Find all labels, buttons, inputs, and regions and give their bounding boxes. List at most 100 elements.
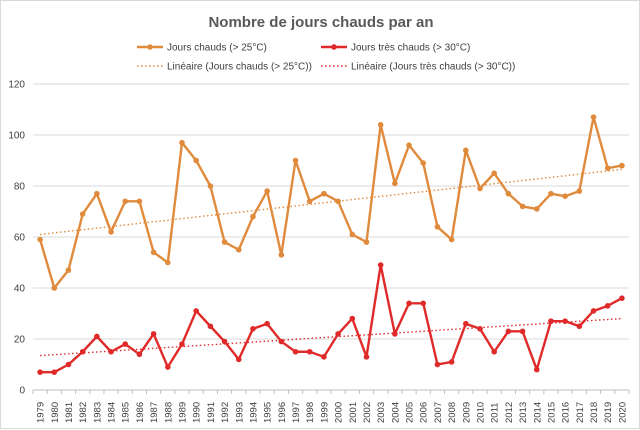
x-tick-label: 1979 xyxy=(36,402,47,423)
x-tick-label: 2014 xyxy=(532,402,543,423)
y-axis: 0 20 40 60 80 100 120 xyxy=(8,80,25,397)
data-point xyxy=(349,315,356,322)
data-point xyxy=(576,188,583,194)
data-point xyxy=(363,239,370,245)
x-tick-label: 1990 xyxy=(192,402,203,423)
x-tick-label: 1988 xyxy=(163,402,174,423)
data-point xyxy=(94,333,100,340)
data-point xyxy=(619,295,625,302)
x-tick-label: 1983 xyxy=(92,402,103,423)
y-tick-label: 80 xyxy=(14,182,26,193)
y-tick-label: 20 xyxy=(14,335,26,346)
data-point xyxy=(477,326,483,332)
trendline xyxy=(40,317,622,357)
data-point xyxy=(193,308,199,314)
data-point xyxy=(491,170,497,177)
data-point xyxy=(165,364,171,370)
x-tick-label: 2003 xyxy=(376,402,387,423)
x-tick-label: 1980 xyxy=(50,402,61,423)
x-tick-label: 2009 xyxy=(461,402,472,423)
x-tick-label: 2020 xyxy=(617,402,628,423)
data-point xyxy=(94,190,100,197)
data-point xyxy=(377,262,384,268)
data-point xyxy=(619,162,625,169)
data-point xyxy=(363,354,370,360)
data-point xyxy=(278,252,285,258)
x-tick-label: 2015 xyxy=(546,402,557,423)
data-point xyxy=(207,323,214,330)
data-point xyxy=(349,231,356,238)
data-point xyxy=(576,323,583,330)
data-point xyxy=(122,341,129,347)
data-point xyxy=(179,139,185,146)
data-point xyxy=(392,331,398,337)
x-tick-label: 1992 xyxy=(220,402,231,423)
x-tick-label: 2010 xyxy=(476,402,487,423)
x-tick-label: 2011 xyxy=(490,403,501,423)
legend-swatch-marker xyxy=(331,44,337,50)
data-point xyxy=(321,354,327,360)
data-point xyxy=(122,198,129,205)
x-tick-label: 2001 xyxy=(348,402,359,423)
x-tick-label: 2012 xyxy=(504,402,515,423)
legend-label: Jours très chauds (> 30°C) xyxy=(351,43,470,54)
x-tick-label: 2016 xyxy=(561,402,572,423)
x-tick-label: 2004 xyxy=(390,402,401,423)
y-tick-label: 120 xyxy=(8,80,25,91)
x-tick-label: 1995 xyxy=(263,402,274,423)
data-point xyxy=(136,351,143,358)
data-point xyxy=(235,246,242,253)
x-tick-label: 1989 xyxy=(178,402,189,423)
data-point xyxy=(420,300,427,307)
legend-label: Jours chauds (> 25°C) xyxy=(167,43,267,54)
x-tick-label: 2017 xyxy=(575,402,586,423)
data-point xyxy=(448,236,455,243)
data-point xyxy=(477,185,483,192)
data-point xyxy=(548,318,554,324)
data-point xyxy=(562,318,568,324)
x-tick-label: 2013 xyxy=(518,402,529,423)
series-line xyxy=(40,263,623,374)
data-point xyxy=(519,328,526,335)
data-point xyxy=(250,326,256,332)
data-point xyxy=(264,188,270,194)
x-tick-label: 1993 xyxy=(234,402,245,423)
data-point xyxy=(420,160,427,166)
series-group xyxy=(37,114,625,375)
data-point xyxy=(463,320,469,327)
data-point xyxy=(37,236,43,243)
data-point xyxy=(406,142,412,148)
data-point xyxy=(65,267,72,273)
data-point xyxy=(604,165,611,171)
data-point xyxy=(179,341,185,347)
x-tick-label: 2002 xyxy=(362,402,373,423)
data-point xyxy=(221,338,228,345)
data-point xyxy=(150,331,157,337)
data-point xyxy=(136,198,143,205)
data-point xyxy=(207,183,214,189)
x-tick-label: 1986 xyxy=(135,402,146,423)
data-point xyxy=(377,122,384,128)
y-tick-label: 100 xyxy=(8,131,25,142)
data-point xyxy=(321,190,327,197)
x-tick-label: 2018 xyxy=(589,402,600,423)
trendline xyxy=(40,168,622,236)
data-point xyxy=(505,190,512,197)
x-tick-label: 2006 xyxy=(419,402,430,423)
x-tick-label: 2019 xyxy=(603,402,614,423)
data-point xyxy=(335,331,341,337)
data-point xyxy=(505,328,512,335)
data-point xyxy=(519,203,526,210)
x-tick-label: 1981 xyxy=(64,402,75,423)
x-tick-label: 1985 xyxy=(121,402,132,423)
x-tick-label: 1999 xyxy=(319,402,330,423)
legend: Jours chauds (> 25°C) Jours très chauds (… xyxy=(137,43,515,73)
data-point xyxy=(335,198,341,205)
data-point xyxy=(406,300,412,307)
data-point xyxy=(235,356,242,363)
data-point xyxy=(548,190,554,197)
data-point xyxy=(392,180,398,187)
y-tick-label: 60 xyxy=(14,233,26,244)
